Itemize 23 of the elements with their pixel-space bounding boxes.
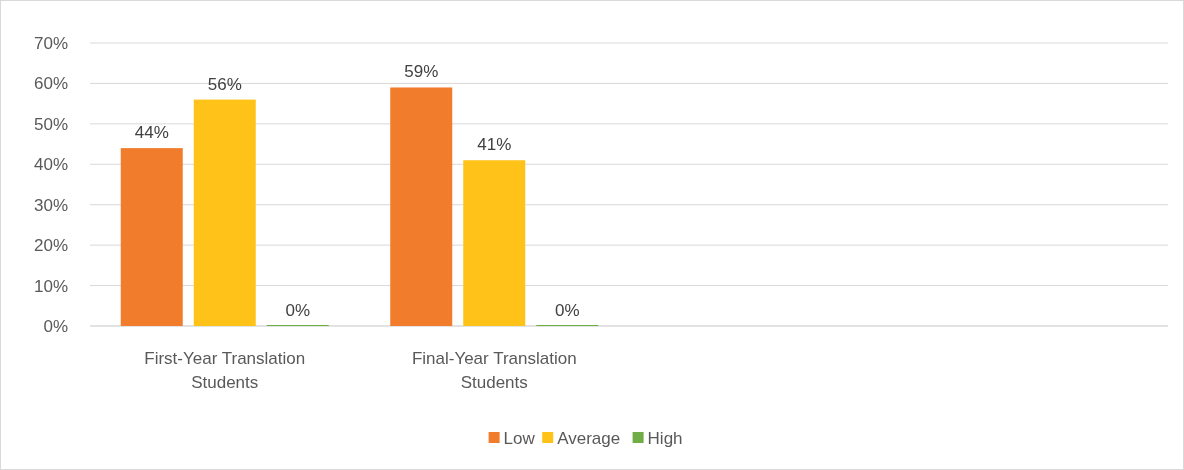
- legend-label: High: [647, 428, 683, 448]
- legend-label: Average: [557, 428, 621, 448]
- x-tick-label: First-Year Translation Students: [144, 349, 306, 392]
- data-label: 56%: [207, 74, 242, 94]
- y-tick-label: 40%: [33, 155, 68, 175]
- data-label: 59%: [404, 62, 439, 82]
- bar: [120, 148, 183, 326]
- data-label: 0%: [554, 301, 580, 320]
- y-tick-label: 20%: [33, 236, 68, 256]
- data-label: 44%: [134, 123, 169, 143]
- y-tick-label: 30%: [33, 195, 68, 215]
- y-tick-label: 50%: [33, 114, 68, 134]
- y-tick-label: 10%: [33, 276, 68, 296]
- y-tick-label: 70%: [33, 33, 68, 53]
- y-tick-label: 0%: [43, 316, 68, 336]
- y-tick-label: 60%: [33, 74, 68, 94]
- legend-label: Low: [503, 428, 536, 448]
- data-label: 0%: [285, 301, 311, 320]
- x-tick-label: Final-Year Translation Students: [411, 349, 577, 392]
- bar: [390, 87, 453, 326]
- bar: [463, 160, 526, 326]
- data-label: 41%: [477, 135, 512, 155]
- bar: [193, 99, 256, 326]
